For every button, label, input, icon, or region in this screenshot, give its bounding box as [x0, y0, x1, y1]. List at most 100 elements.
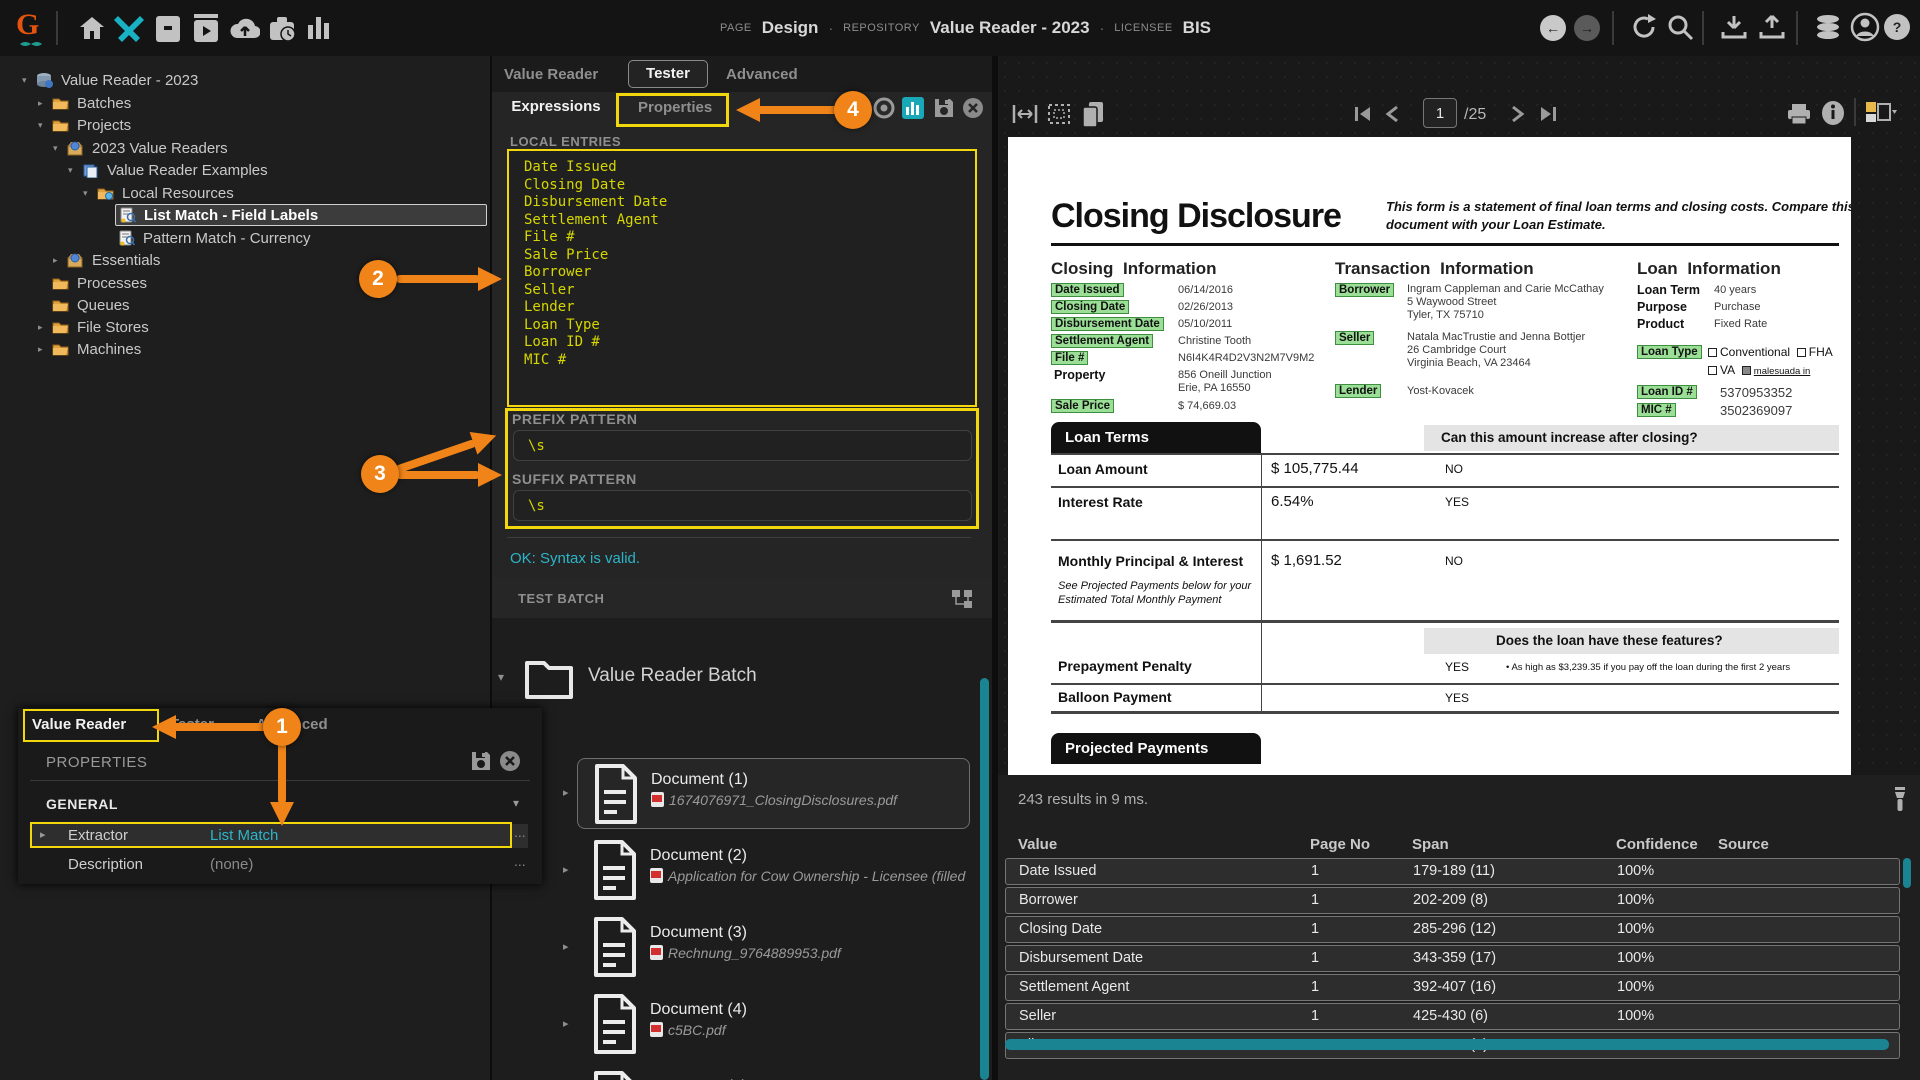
col-header-value[interactable]: Value [1018, 836, 1057, 853]
tree-item-local-resources[interactable]: ▾ Local Resources [83, 182, 234, 204]
expander-icon[interactable]: ▸ [40, 828, 46, 841]
batch-folder-label[interactable]: Value Reader Batch [588, 665, 757, 687]
design-tools-icon[interactable] [114, 14, 144, 42]
document-item-1[interactable]: Document (1) 1674076971_ClosingDisclosur… [577, 758, 970, 829]
page-value[interactable]: Design [762, 18, 819, 38]
subtab-properties[interactable]: Properties [638, 99, 712, 116]
document-item-5[interactable]: Document (5) 9.pdf [577, 1066, 970, 1080]
ellipsis-button[interactable]: ... [514, 853, 526, 869]
extractor-value[interactable]: List Match [210, 827, 278, 844]
download-icon[interactable] [1720, 14, 1748, 40]
page-number-input[interactable] [1423, 98, 1457, 128]
licensee-value[interactable]: BIS [1183, 18, 1211, 38]
syntax-status: OK: Syntax is valid. [510, 550, 640, 567]
save-icon[interactable] [470, 750, 492, 772]
cancel-icon[interactable] [962, 97, 984, 119]
repository-value[interactable]: Value Reader - 2023 [930, 18, 1090, 38]
batch-hierarchy-icon[interactable] [950, 588, 974, 610]
copy-page-icon[interactable] [1080, 100, 1106, 128]
ellipsis-button[interactable]: ... [514, 824, 526, 840]
expander-icon[interactable]: ▸ [563, 940, 569, 953]
results-horizontal-scrollbar[interactable] [1005, 1039, 1889, 1050]
local-entries-text[interactable]: Date Issued Closing Date Disbursement Da… [524, 159, 667, 369]
refresh-icon[interactable] [1630, 13, 1658, 41]
tab-advanced[interactable]: Advanced [726, 66, 798, 83]
tree-item-queues[interactable]: Queues [52, 294, 130, 316]
result-row[interactable]: Settlement Agent1392-407 (16)100% [1005, 974, 1900, 1001]
tree-item-machines[interactable]: ▸ Machines [38, 338, 141, 360]
batch-run-icon[interactable] [192, 14, 220, 42]
expander-icon[interactable]: ▾ [498, 670, 504, 684]
last-page-icon[interactable] [1538, 104, 1558, 124]
col-header-span[interactable]: Span [1412, 836, 1449, 853]
description-row[interactable]: Description (none) ... [32, 853, 528, 877]
first-page-icon[interactable] [1353, 104, 1373, 124]
col-header-source[interactable]: Source [1718, 836, 1769, 853]
chevron-down-icon[interactable]: ▾ [513, 796, 519, 810]
col-header-page-no[interactable]: Page No [1310, 836, 1370, 853]
tab-tester[interactable]: Tester [628, 60, 708, 88]
upload-icon[interactable] [1758, 14, 1786, 40]
home-icon[interactable] [78, 15, 106, 41]
jobs-icon[interactable] [268, 14, 298, 42]
document-item-3[interactable]: Document (3) Rechnung_9764889953.pdf [577, 912, 970, 983]
document-page[interactable]: Closing Disclosure This form is a statem… [1008, 137, 1851, 775]
stats-icon[interactable] [306, 15, 332, 41]
database-icon[interactable] [1814, 13, 1842, 41]
result-row[interactable]: Closing Date1285-296 (12)100% [1005, 916, 1900, 943]
description-value[interactable]: (none) [210, 856, 253, 873]
result-row[interactable]: Seller1425-430 (6)100% [1005, 1003, 1900, 1030]
tree-item-file-stores[interactable]: ▸ File Stores [38, 316, 149, 338]
col-header-confidence[interactable]: Confidence [1616, 836, 1698, 853]
search-icon[interactable] [1666, 13, 1694, 41]
tab-value-reader[interactable]: Value Reader [504, 66, 598, 83]
marquee-select-icon[interactable] [1046, 102, 1072, 126]
extractor-row[interactable]: ▸ Extractor List Match ... [32, 824, 528, 848]
batch-scrollbar[interactable] [980, 678, 989, 1080]
document-item-2[interactable]: Document (2) Application for Cow Ownersh… [577, 835, 970, 906]
general-section-label[interactable]: GENERAL [46, 796, 118, 812]
tree-item-projects[interactable]: ▾ Projects [38, 114, 131, 136]
props-tab-value-reader[interactable]: Value Reader [32, 716, 126, 733]
suffix-pattern-input[interactable]: \s [513, 490, 972, 521]
result-row[interactable]: Disbursement Date1343-359 (17)100% [1005, 945, 1900, 972]
expander-icon[interactable]: ▸ [563, 863, 569, 876]
print-icon[interactable] [1786, 102, 1812, 126]
batches-icon[interactable] [154, 14, 182, 42]
tree-item-processes[interactable]: Processes [52, 272, 147, 294]
expander-icon[interactable]: ▾ [22, 75, 36, 86]
prev-page-icon[interactable] [1384, 104, 1400, 124]
next-page-icon[interactable] [1510, 104, 1526, 124]
document-item-4[interactable]: Document (4) c5BC.pdf [577, 989, 970, 1060]
tree-item-essentials[interactable]: ▸ Essentials [53, 249, 160, 271]
result-row[interactable]: Borrower1202-209 (8)100% [1005, 887, 1900, 914]
expander-icon[interactable]: ▸ [563, 786, 569, 799]
fit-width-icon[interactable] [1012, 102, 1038, 126]
tree-item-2023-value-readers[interactable]: ▾ 2023 Value Readers [53, 137, 228, 159]
breadcrumb-dot2: · [1100, 20, 1105, 36]
local-entries-editor[interactable]: Date Issued Closing Date Disbursement Da… [507, 149, 977, 407]
forward-button[interactable]: → [1574, 15, 1600, 41]
subtab-expressions[interactable]: Expressions [495, 92, 617, 122]
results-vertical-scrollbar[interactable] [1903, 858, 1911, 888]
tree-item-value-reader-examples[interactable]: ▾ Value Reader Examples [68, 159, 268, 181]
tree-item-batches[interactable]: ▸ Batches [38, 92, 131, 114]
flashlight-icon[interactable] [1891, 785, 1909, 813]
help-icon[interactable]: ? [1884, 14, 1910, 40]
result-row[interactable]: Date Issued1179-189 (11)100% [1005, 858, 1900, 885]
tree-item-root[interactable]: ▾ Value Reader - 2023 [22, 69, 198, 91]
view-layout-icon[interactable] [1864, 100, 1898, 126]
field-value: N6I4K4R4D2V3N2M7V9M2 [1178, 352, 1314, 364]
back-button[interactable]: ← [1540, 15, 1566, 41]
save-icon[interactable] [933, 97, 955, 119]
expander-icon[interactable]: ▸ [563, 1017, 569, 1030]
tree-item-pattern-match-currency[interactable]: Pattern Match - Currency [119, 227, 311, 249]
import-cloud-icon[interactable] [230, 16, 260, 40]
test-results-icon[interactable] [902, 97, 924, 119]
breakpoint-icon[interactable] [873, 97, 895, 119]
prefix-pattern-input[interactable]: \s [513, 430, 972, 461]
tree-item-list-match-field-labels[interactable]: List Match - Field Labels [115, 204, 487, 226]
info-icon[interactable] [1820, 100, 1846, 126]
cancel-icon[interactable] [499, 750, 521, 772]
user-account-icon[interactable] [1850, 12, 1880, 42]
